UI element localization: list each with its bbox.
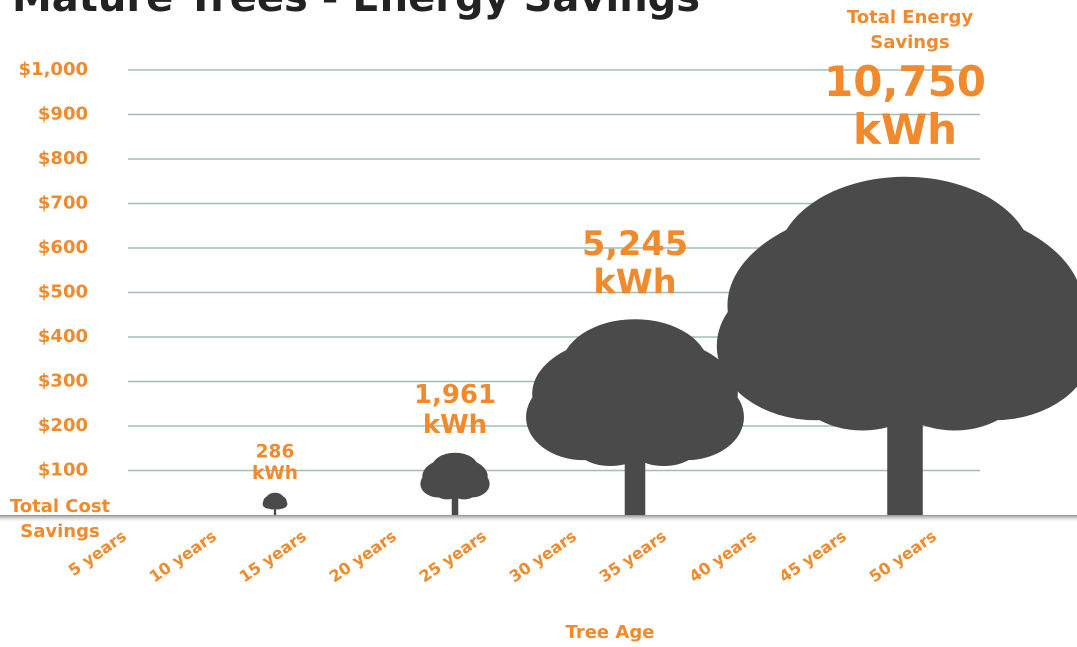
x-axis-label: Tree Age [566, 622, 655, 643]
y-tick-label: $700 [38, 193, 88, 214]
tree [420, 453, 489, 515]
x-tick-label: 30 years [506, 526, 580, 586]
y-tick-label: $100 [38, 460, 88, 481]
x-tick-label: 25 years [416, 526, 490, 586]
x-tick-label: 35 years [596, 526, 670, 586]
y-tick-label: $200 [38, 415, 88, 436]
y-tick-label: $400 [38, 326, 88, 347]
x-tick-label: 15 years [236, 526, 310, 586]
tree [263, 493, 288, 515]
energy-label: 5,245 [582, 224, 688, 263]
y-tick-label: $600 [38, 237, 88, 258]
tree-canopy [274, 503, 283, 510]
x-tick-label: 40 years [686, 526, 760, 586]
energy-unit: kWh [423, 410, 487, 440]
x-tick-label: 45 years [776, 526, 850, 586]
chart: Mature Trees - Energy Savings Total Ener… [0, 0, 1077, 647]
x-tick-label: 20 years [326, 526, 400, 586]
tree-canopy [561, 319, 709, 417]
x-tick-label: 10 years [146, 526, 220, 586]
x-tick-label: 50 years [866, 526, 940, 586]
tree-canopy [623, 407, 705, 466]
y-tick-label: $500 [38, 282, 88, 303]
tree-canopy [884, 329, 1026, 430]
chart-title: Mature Trees - Energy Savings [12, 0, 700, 21]
energy-label: 1,961 [414, 380, 496, 410]
tree-canopy [267, 493, 284, 504]
ground [0, 515, 1077, 523]
energy-label: 286 [256, 441, 295, 462]
energy-label: 10,750 [824, 57, 986, 106]
tree [717, 177, 1077, 515]
energy-unit: kWh [252, 463, 298, 484]
tree-canopy [777, 177, 1033, 346]
y-tick-label: $1,000 [19, 59, 88, 80]
y-tick-label: $900 [38, 104, 88, 125]
tree-canopy [451, 481, 477, 500]
energy-unit: kWh [593, 262, 676, 301]
tree [526, 319, 744, 515]
y-tick-label: $800 [38, 148, 88, 169]
tree-canopy [431, 453, 478, 484]
energy-unit: kWh [853, 105, 957, 154]
y-tick-label: $300 [38, 371, 88, 392]
